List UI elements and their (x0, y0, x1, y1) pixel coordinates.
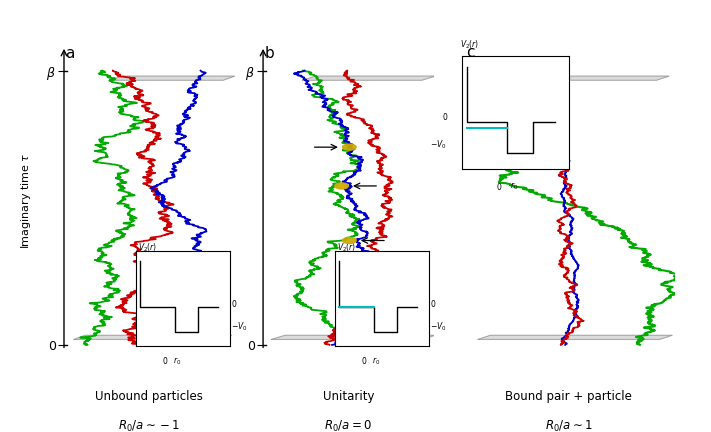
Text: Unitarity: Unitarity (323, 390, 374, 403)
Text: $R_0/a = 0$: $R_0/a = 0$ (324, 419, 373, 432)
Text: $R_0/a \sim -1$: $R_0/a \sim -1$ (118, 419, 181, 432)
Ellipse shape (335, 183, 348, 189)
Polygon shape (111, 76, 235, 80)
Polygon shape (302, 76, 435, 80)
Text: c: c (466, 45, 475, 60)
Text: Unbound particles: Unbound particles (95, 390, 203, 403)
Polygon shape (272, 335, 435, 340)
Text: a: a (65, 46, 75, 61)
Ellipse shape (343, 238, 356, 244)
Ellipse shape (343, 144, 356, 150)
Polygon shape (74, 335, 232, 340)
Text: Bound pair + particle: Bound pair + particle (506, 390, 632, 403)
Polygon shape (493, 76, 669, 80)
Text: b: b (264, 46, 274, 61)
Polygon shape (478, 335, 673, 340)
Text: $R_0/a \sim 1$: $R_0/a \sim 1$ (545, 419, 593, 432)
Y-axis label: Imaginary time $\tau$: Imaginary time $\tau$ (19, 152, 33, 249)
